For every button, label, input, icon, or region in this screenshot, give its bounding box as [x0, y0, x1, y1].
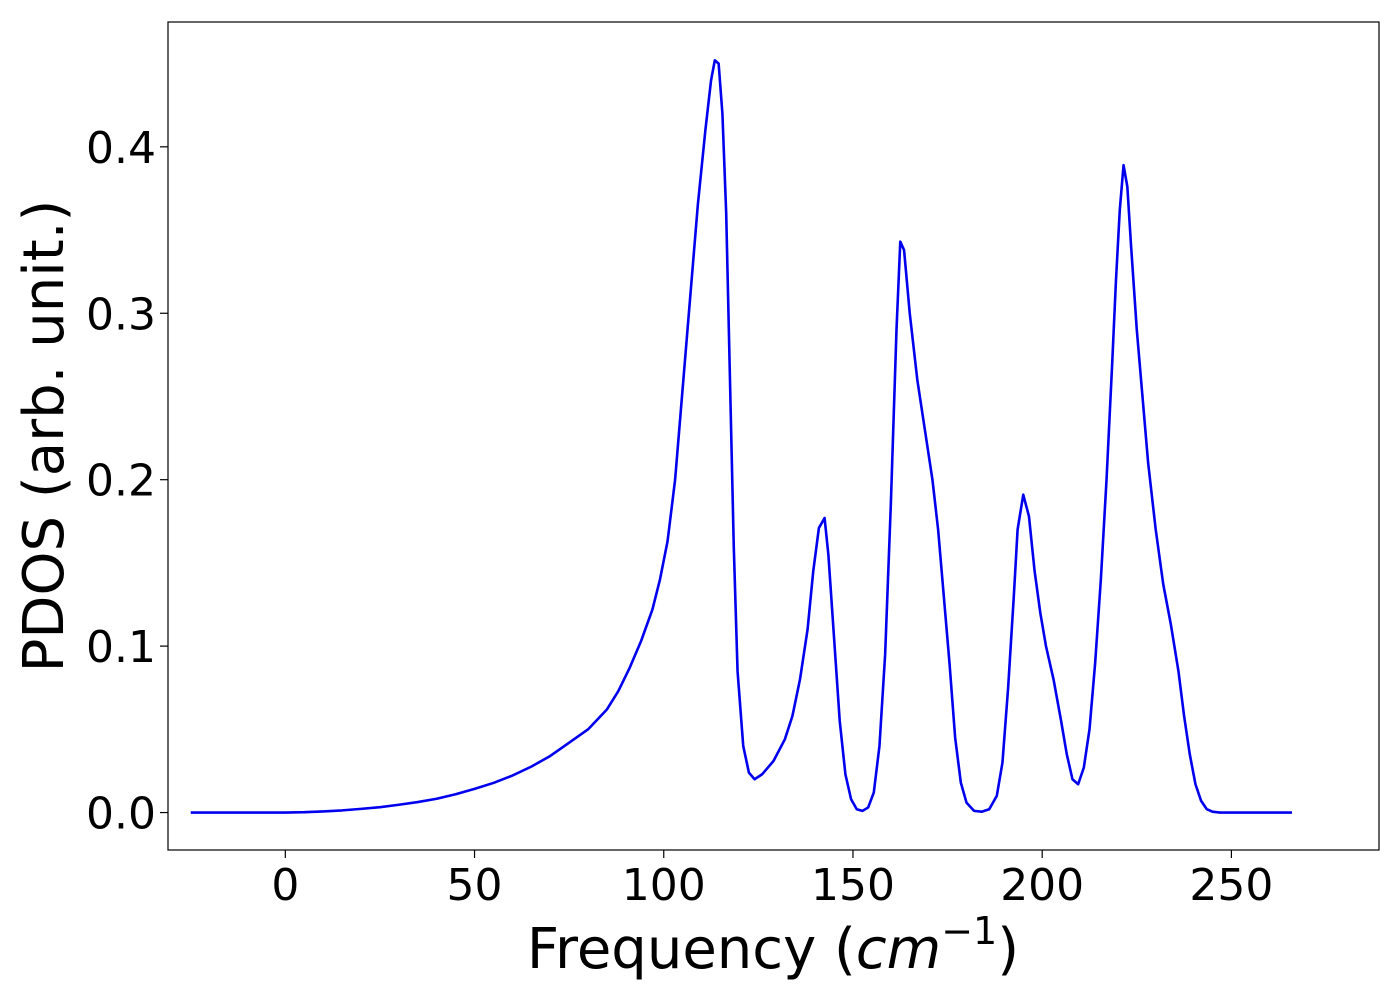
x-tick-label: 100 [622, 860, 706, 911]
x-tick-label: 150 [811, 860, 895, 911]
plot-layer [190, 58, 1292, 814]
x-axis-label-prefix: Frequency ( [527, 917, 856, 982]
x-tick-label: 200 [1000, 860, 1084, 911]
plot-frame [167, 21, 1380, 851]
x-axis-label-var: cm [856, 917, 941, 982]
x-axis-label-sup: −1 [941, 909, 997, 953]
y-tick-label: 0.2 [86, 456, 156, 507]
x-tick-label: 50 [447, 860, 503, 911]
y-tick-label: 0.4 [86, 123, 156, 174]
x-axis-label-suffix: ) [997, 917, 1019, 982]
y-tick-label: 0.0 [86, 789, 156, 840]
x-tick-label: 250 [1189, 860, 1273, 911]
y-tick-label: 0.3 [86, 289, 156, 340]
y-axis-label: PDOS (arb. unit.) [12, 200, 77, 673]
y-tick-label: 0.1 [86, 622, 156, 673]
x-tick-label: 0 [271, 860, 299, 911]
tick-layer: 0 50 100 150 200 250 0.0 0.1 0.2 0.3 0.4 [86, 123, 1273, 911]
x-axis-label: Frequency (cm−1) [527, 909, 1019, 982]
series-line-0 [190, 58, 1292, 814]
